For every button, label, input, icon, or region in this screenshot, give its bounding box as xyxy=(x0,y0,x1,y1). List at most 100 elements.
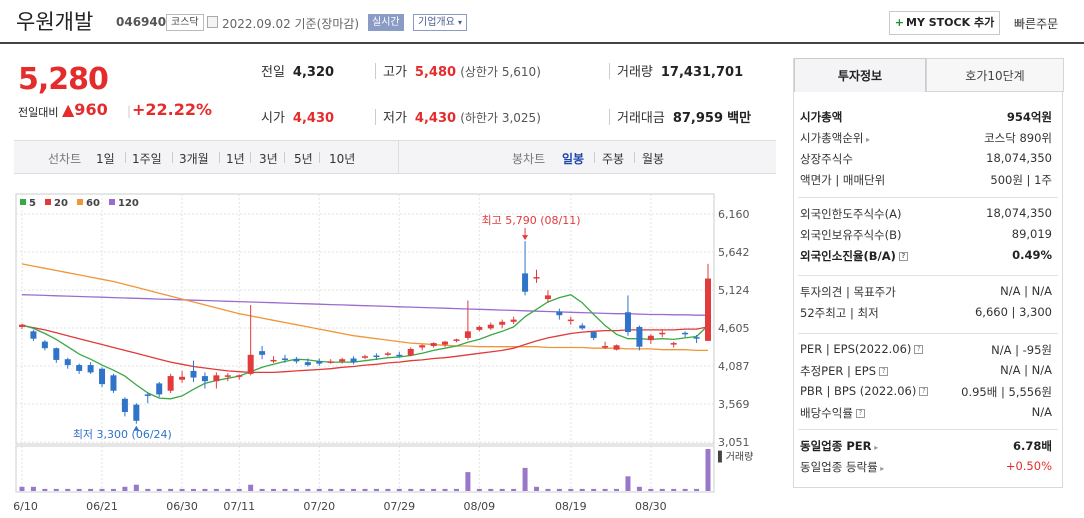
help-icon[interactable]: ? xyxy=(914,345,924,354)
investment-info-panel: 투자정보 호가10단계 시가총액 954억원 시가총액순위 ▸ 코스닥 890위 상장주… xyxy=(793,58,1064,488)
volume-bar xyxy=(671,488,677,491)
x-tick-label: 06/10 xyxy=(14,500,38,513)
volume-bar xyxy=(145,488,151,491)
price-summary: 전일 4,320 고가 5,480 (상한가 5,610) 거래량 17,431,70… xyxy=(247,47,775,139)
candlestick-chart[interactable]: 6,160 5,642 5,124 4,605 4,087 3,569 3,051 06/10… xyxy=(6,188,776,515)
period-5y[interactable]: 5년 xyxy=(294,152,313,166)
help-icon[interactable]: ? xyxy=(898,252,908,261)
candle-body xyxy=(247,354,254,374)
candle-body xyxy=(407,348,414,356)
info-row-label: 시가총액순위 ▸ xyxy=(800,130,870,146)
chevron-right-icon[interactable]: ▸ xyxy=(871,443,879,452)
info-row-label: 52주최고 | 최저 xyxy=(800,305,879,321)
live-button[interactable]: 실시간 xyxy=(368,14,404,31)
info-row-label: 동일업종 PER ▸ xyxy=(800,438,878,454)
period-3m[interactable]: 3개월 xyxy=(179,152,209,166)
candle-body xyxy=(522,273,529,292)
period-1y[interactable]: 1년 xyxy=(226,152,245,166)
current-price: 5,280 xyxy=(18,62,109,97)
volume-bar xyxy=(488,488,494,491)
volume-bar xyxy=(705,449,711,491)
info-row: 상장주식수 18,074,350 xyxy=(800,149,1052,169)
candle-body xyxy=(350,358,357,363)
volume-value: 17,431,701 xyxy=(660,65,744,80)
help-icon[interactable]: ? xyxy=(919,387,929,396)
line-chart-label[interactable]: 선차트 xyxy=(48,152,82,166)
info-tabs: 투자정보 호가10단계 xyxy=(794,58,1064,92)
volume-bar xyxy=(579,488,585,491)
candle-body xyxy=(670,343,677,345)
volume-bar xyxy=(133,484,139,491)
info-row: PBR | BPS (2022.06)? 0.95배 | 5,556원 xyxy=(800,382,1052,402)
volume-bar xyxy=(191,488,196,491)
candle-body xyxy=(487,324,494,329)
volume-bar xyxy=(42,488,48,491)
lower-limit-label: 하한가 xyxy=(464,111,498,125)
candle-weekly[interactable]: 주봉 xyxy=(602,152,625,166)
candle-body xyxy=(293,359,300,362)
candle-body xyxy=(533,277,540,279)
candle-body xyxy=(190,370,197,378)
arrow-up-icon xyxy=(133,425,140,431)
volume-bar xyxy=(385,488,391,491)
candle-daily[interactable]: 일봉 xyxy=(562,152,585,166)
divider xyxy=(125,152,126,163)
info-row-value: 6,660 | 3,300 xyxy=(974,305,1052,319)
volume-bar xyxy=(19,486,25,491)
lower-limit: (하한가 3,025) xyxy=(460,111,541,125)
volume-bar xyxy=(625,476,631,491)
chevron-right-icon[interactable]: ▸ xyxy=(877,464,885,473)
open-value: 4,430 xyxy=(292,111,335,126)
volume-bar xyxy=(328,488,334,491)
volume-bar xyxy=(179,488,185,491)
price-box: 5,280 전일대비 ▲960 | +22.22% xyxy=(14,56,246,138)
volume-bar xyxy=(465,472,471,491)
volume-bar xyxy=(396,488,402,491)
period-1d[interactable]: 1일 xyxy=(96,152,115,166)
period-10y[interactable]: 10년 xyxy=(329,152,356,166)
candle-body xyxy=(396,354,403,357)
info-row-label-text: 외국인한도주식수(A) xyxy=(800,207,902,221)
prev-close: 전일 4,320 xyxy=(261,61,334,80)
high-annotation: 최고 5,790 (08/11) xyxy=(482,214,581,227)
candle-body xyxy=(453,339,460,341)
info-row: 시가총액순위 ▸ 코스닥 890위 xyxy=(800,128,1052,148)
info-row-value: N/A | N/A xyxy=(1000,284,1052,298)
candle-body xyxy=(87,365,94,373)
tab-investment-info[interactable]: 투자정보 xyxy=(794,58,926,92)
info-row-label-text: 액면가 | 매매단위 xyxy=(800,173,886,187)
help-icon[interactable]: ? xyxy=(879,367,889,376)
candle-body xyxy=(19,324,25,327)
help-icon[interactable]: ? xyxy=(855,409,865,418)
info-row: 투자의견 | 목표주가 N/A | N/A xyxy=(800,282,1052,302)
quick-order-link[interactable]: 빠른주문 xyxy=(1014,17,1059,31)
chevron-down-icon: ▾ xyxy=(458,18,463,27)
candle-body xyxy=(41,341,48,349)
volume-bar xyxy=(271,488,277,491)
chevron-right-icon[interactable]: ▸ xyxy=(863,135,871,144)
volume-bar xyxy=(694,488,700,491)
volume-bar xyxy=(53,488,59,491)
info-row-value: 18,074,350 xyxy=(986,206,1052,220)
period-3y[interactable]: 3년 xyxy=(259,152,278,166)
company-info-dropdown[interactable]: 기업개요 ▾ xyxy=(413,14,468,31)
quote-date: 2022.09.02 기준(장마감) xyxy=(222,17,360,31)
candle-body xyxy=(270,359,277,362)
candle-body xyxy=(316,361,323,364)
tab-orderbook[interactable]: 호가10단계 xyxy=(926,58,1064,92)
candle-body xyxy=(156,383,163,395)
period-1w[interactable]: 1주일 xyxy=(132,152,162,166)
my-stock-add-button[interactable]: + MY STOCK 추가 xyxy=(889,11,1000,35)
trade-amount: 거래대금 87,959 백만 xyxy=(617,107,751,126)
candle-body xyxy=(636,326,643,347)
candle-monthly[interactable]: 월봉 xyxy=(642,152,665,166)
y-tick-label: 5,124 xyxy=(718,284,750,297)
volume-bar xyxy=(293,488,299,491)
volume-bar xyxy=(453,488,459,491)
candle-body xyxy=(693,337,700,339)
divider xyxy=(219,152,220,163)
divider xyxy=(798,333,1058,334)
info-row: 외국인소진율(B/A)? 0.49% xyxy=(800,246,1052,266)
candle-body xyxy=(442,341,449,345)
candle-chart-label[interactable]: 봉차트 xyxy=(512,152,546,166)
